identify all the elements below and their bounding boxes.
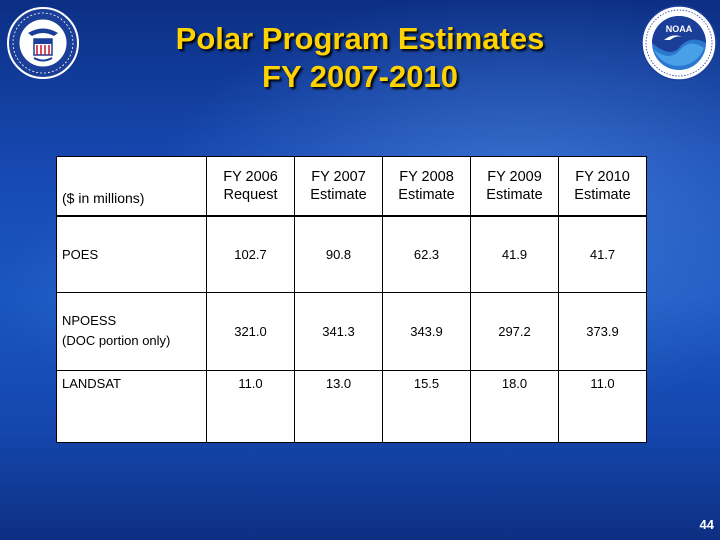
table-header-row: ($ in millions) FY 2006 Request FY 2007 … bbox=[56, 156, 647, 217]
table-cell: 297.2 bbox=[470, 291, 559, 371]
table-cell: 373.9 bbox=[558, 291, 647, 371]
table-cell: 62.3 bbox=[382, 215, 471, 293]
table-cell: 41.9 bbox=[470, 215, 559, 293]
column-header-fy2007: FY 2007 Estimate bbox=[294, 156, 383, 217]
column-header-fy2006: FY 2006 Request bbox=[206, 156, 295, 217]
table-cell: 15.5 bbox=[382, 369, 471, 443]
table-row: LANDSAT 11.0 13.0 15.5 18.0 11.0 bbox=[56, 369, 647, 443]
noaa-logo-icon: NOAA bbox=[641, 5, 717, 81]
column-header-fy2010: FY 2010 Estimate bbox=[558, 156, 647, 217]
svg-text:NOAA: NOAA bbox=[666, 24, 693, 34]
table-cell: 11.0 bbox=[206, 369, 295, 443]
row-label-poes: POES bbox=[56, 215, 207, 293]
title-line-1: Polar Program Estimates bbox=[175, 21, 545, 56]
unit-label: ($ in millions) bbox=[56, 156, 207, 217]
title-line-2: FY 2007-2010 bbox=[262, 59, 458, 94]
table-cell: 13.0 bbox=[294, 369, 383, 443]
table-cell: 102.7 bbox=[206, 215, 295, 293]
column-header-fy2009: FY 2009 Estimate bbox=[470, 156, 559, 217]
budget-table: ($ in millions) FY 2006 Request FY 2007 … bbox=[56, 156, 647, 443]
department-of-commerce-seal-icon bbox=[7, 7, 79, 79]
page-title: Polar Program Estimates FY 2007-2010 bbox=[90, 20, 630, 96]
page-number: 44 bbox=[699, 517, 714, 532]
row-label-landsat: LANDSAT bbox=[56, 369, 207, 443]
table-cell: 341.3 bbox=[294, 291, 383, 371]
table-cell: 343.9 bbox=[382, 291, 471, 371]
table-cell: 11.0 bbox=[558, 369, 647, 443]
table-cell: 18.0 bbox=[470, 369, 559, 443]
row-label-npoess: NPOESS (DOC portion only) bbox=[56, 291, 207, 371]
column-header-fy2008: FY 2008 Estimate bbox=[382, 156, 471, 217]
table-cell: 321.0 bbox=[206, 291, 295, 371]
table-cell: 90.8 bbox=[294, 215, 383, 293]
table-row: POES 102.7 90.8 62.3 41.9 41.7 bbox=[56, 215, 647, 293]
table-cell: 41.7 bbox=[558, 215, 647, 293]
table-row: NPOESS (DOC portion only) 321.0 341.3 34… bbox=[56, 291, 647, 371]
